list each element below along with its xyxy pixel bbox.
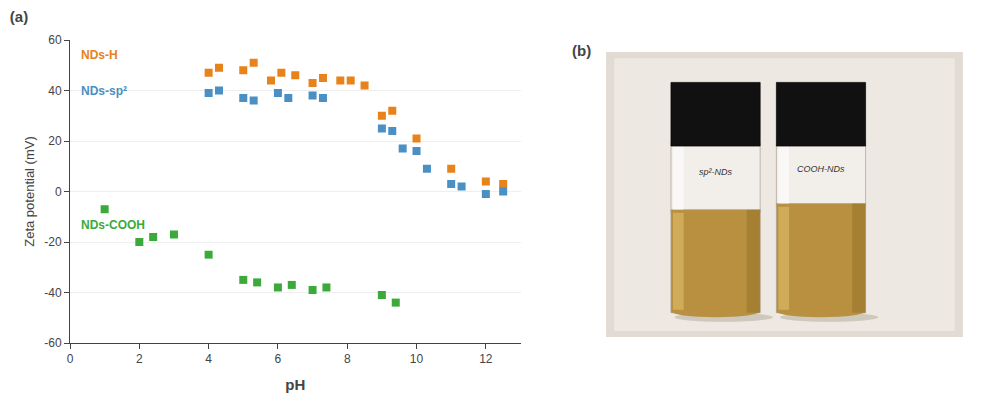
svg-text:60: 60 <box>48 33 62 47</box>
svg-text:40: 40 <box>48 84 62 98</box>
svg-text:0: 0 <box>55 185 62 199</box>
svg-text:10: 10 <box>410 352 424 366</box>
svg-text:(b): (b) <box>572 42 591 59</box>
svg-text:-60: -60 <box>44 336 62 350</box>
svg-text:sp²-NDs: sp²-NDs <box>699 167 732 177</box>
svg-text:20: 20 <box>48 134 62 148</box>
svg-text:4: 4 <box>205 352 212 366</box>
svg-text:0: 0 <box>67 352 74 366</box>
svg-text:(a): (a) <box>10 8 28 25</box>
svg-text:2: 2 <box>136 352 143 366</box>
svg-text:NDs-COOH: NDs-COOH <box>81 218 145 232</box>
svg-text:NDs-sp²: NDs-sp² <box>81 84 127 98</box>
svg-text:COOH-NDs: COOH-NDs <box>797 164 845 174</box>
svg-text:-20: -20 <box>44 235 62 249</box>
svg-text:Zeta potential (mV): Zeta potential (mV) <box>22 136 37 247</box>
svg-text:8: 8 <box>344 352 351 366</box>
svg-text:pH: pH <box>285 376 305 393</box>
svg-text:NDs-H: NDs-H <box>81 48 118 62</box>
svg-text:12: 12 <box>479 352 493 366</box>
svg-text:-40: -40 <box>44 286 62 300</box>
svg-text:6: 6 <box>275 352 282 366</box>
